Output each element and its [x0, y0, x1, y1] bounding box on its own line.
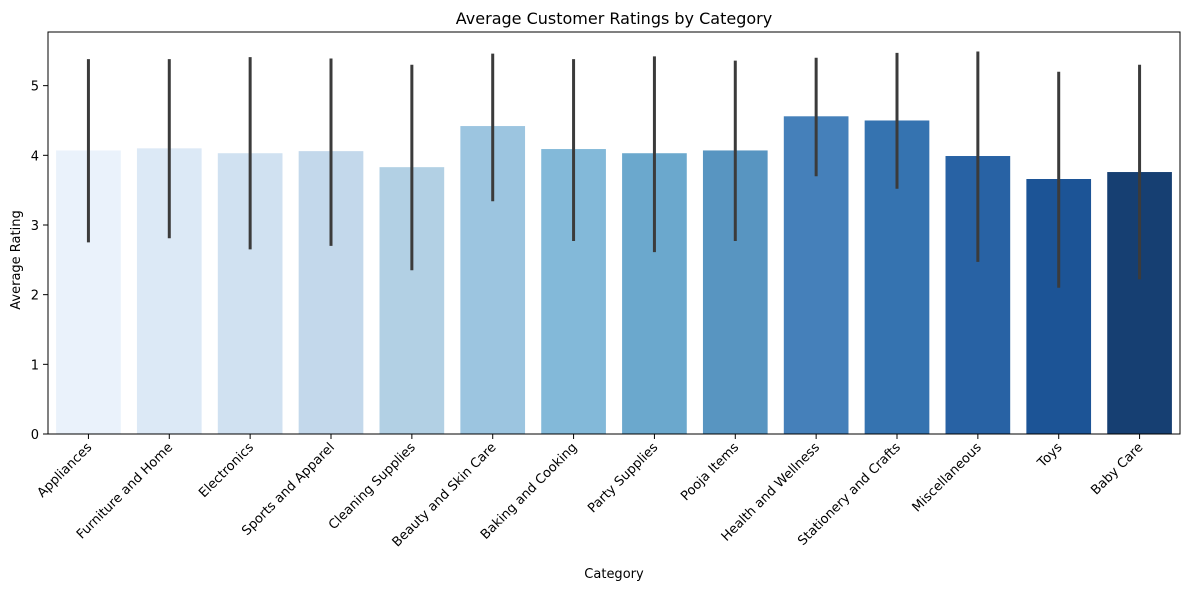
y-axis: 0 1 2 3 4 5: [31, 80, 48, 443]
x-tick-label: Miscellaneous: [910, 440, 985, 515]
x-axis-title: Category: [584, 567, 644, 582]
bars-group: [56, 116, 1172, 435]
y-tick-label: 3: [31, 219, 39, 234]
x-tick-label: Sports and Apparel: [239, 440, 338, 539]
x-tick-label: Electronics: [196, 440, 257, 501]
y-axis-title: Average Rating: [9, 210, 24, 309]
chart-title: Average Customer Ratings by Category: [456, 9, 772, 28]
y-tick-label: 4: [31, 149, 39, 164]
x-tick-label: Toys: [1034, 440, 1065, 471]
x-tick-label: Pooja Items: [678, 440, 742, 504]
y-tick-label: 5: [31, 80, 39, 95]
y-tick-label: 0: [31, 428, 39, 443]
y-tick-label: 2: [31, 289, 39, 304]
x-tick-label: Cleaning Supplies: [326, 440, 419, 533]
y-tick-label: 1: [31, 358, 39, 373]
x-tick-label: Baby Care: [1088, 440, 1146, 498]
plot-frame: [47, 31, 1181, 435]
error-bars-group: [86, 51, 1142, 288]
x-tick-label: Appliances: [35, 440, 96, 501]
x-tick-label: Party Supplies: [585, 440, 661, 516]
